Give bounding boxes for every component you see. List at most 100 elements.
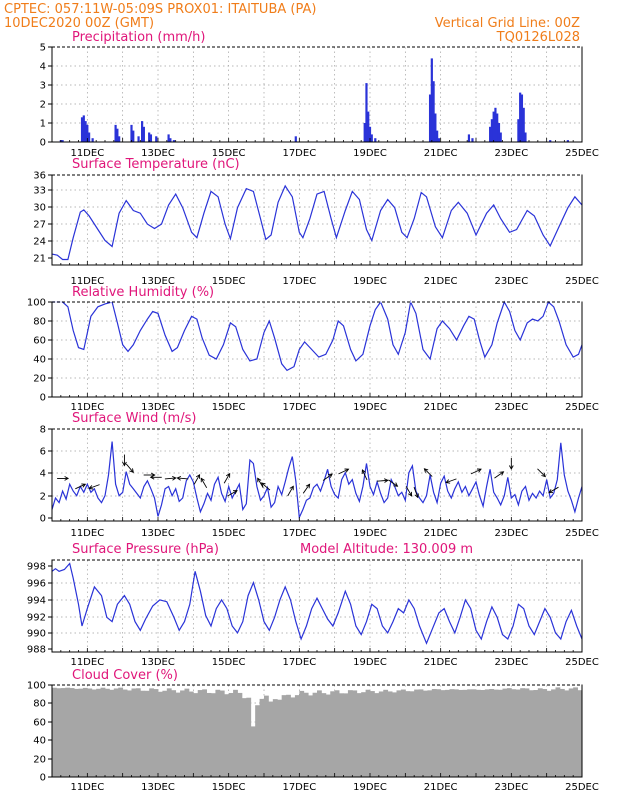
cloud-cover-bar — [361, 692, 366, 777]
surface-pressure-ytick-label: 992 — [27, 613, 46, 624]
wind-arrow-head — [129, 468, 134, 474]
cloud-cover-bar — [149, 688, 154, 777]
precipitation-bar — [492, 111, 495, 142]
surface-temperature-ytick-label: 30 — [33, 203, 46, 214]
cloud-cover-bar — [303, 692, 309, 777]
cloud-cover-bar — [122, 689, 128, 777]
precipitation-bar — [489, 126, 492, 142]
cloud-cover-ytick-label: 0 — [40, 773, 46, 784]
wind-arrow-head — [328, 473, 333, 478]
cloud-cover-bar — [396, 690, 402, 777]
precipitation-bar — [497, 123, 501, 142]
wind-arrow-shaft — [470, 468, 482, 475]
precipitation-bar — [524, 132, 527, 142]
wind-arrow-shaft — [494, 471, 504, 479]
surface-temperature-title: Surface Temperature (nC) — [72, 157, 240, 172]
precipitation-bar — [149, 134, 153, 142]
cloud-cover-bar — [458, 689, 464, 777]
cloud-cover-bar — [52, 687, 57, 777]
cloud-cover-bar — [555, 687, 561, 777]
relative-humidity-date-label: 21DEC — [424, 402, 458, 413]
wind-arrow-head — [176, 475, 182, 481]
precipitation-bar — [172, 140, 175, 142]
wind-arrow — [537, 468, 546, 478]
wind-arrow — [405, 486, 413, 497]
cloud-cover-bar — [144, 690, 150, 777]
cloud-cover-bar — [524, 688, 530, 777]
cloud-cover-bar — [87, 688, 93, 777]
cloud-cover-bar — [166, 688, 172, 777]
wind-arrow-shaft — [424, 468, 433, 477]
wind-arrow-head — [445, 479, 451, 484]
cloud-cover-bar — [237, 692, 243, 777]
cloud-cover-bar — [105, 688, 110, 777]
surface-pressure-date-label: 13DEC — [141, 657, 175, 668]
precipitation-bar — [437, 138, 440, 142]
cloud-cover-bar — [65, 687, 71, 777]
precipitation-bar — [520, 94, 524, 142]
wind-arrow-head — [423, 468, 429, 473]
surface-temperature-date-label: 19DEC — [353, 276, 387, 287]
wind-arrow-shaft — [177, 477, 189, 480]
cloud-cover-bar — [537, 688, 543, 777]
surface-pressure-date-label: 21DEC — [424, 657, 458, 668]
cloud-cover-bar — [175, 692, 181, 777]
cloud-cover-ytick-label: 80 — [33, 699, 46, 710]
precipitation-date-label: 25DEC — [565, 148, 599, 159]
wind-arrow — [413, 486, 419, 499]
cloud-cover-bar — [365, 689, 371, 777]
cloud-cover-bar — [69, 688, 75, 777]
wind-arrow-head — [384, 478, 389, 483]
precipitation-bar — [294, 136, 297, 142]
cloud-cover-bar — [153, 689, 159, 777]
precipitation-bar — [566, 140, 569, 142]
precipitation-bar — [430, 58, 433, 142]
wind-arrow-shaft — [200, 478, 208, 489]
precipitation-bar — [467, 134, 471, 142]
cloud-cover-bar — [312, 692, 318, 777]
wind-arrow-shaft — [405, 486, 413, 497]
relative-humidity-date-label: 15DEC — [212, 402, 246, 413]
cloud-cover-date-label: 25DEC — [565, 782, 599, 793]
surface-wind-date-label: 21DEC — [424, 528, 458, 539]
precipitation-ytick-label: 0 — [40, 138, 46, 149]
wind-arrow-shaft — [322, 473, 333, 481]
precipitation-bar — [517, 119, 520, 142]
cloud-cover-bar — [414, 689, 419, 777]
wind-arrow — [122, 454, 127, 467]
cloud-cover-bar — [56, 688, 62, 777]
surface-pressure-subtitle: Model Altitude: 130.009 m — [300, 542, 473, 557]
cloud-cover-bar — [330, 691, 336, 777]
precipitation-bar — [116, 128, 119, 142]
cloud-cover-bar — [82, 687, 88, 777]
wind-arrow-head — [172, 475, 177, 481]
cloud-cover-bar — [259, 698, 265, 777]
header-model-id: TQ0126L028 — [496, 30, 580, 45]
relative-humidity-date-label: 17DEC — [282, 402, 316, 413]
surface-wind-date-label: 17DEC — [282, 528, 316, 539]
precipitation-bar — [496, 113, 499, 142]
header-run-date: 10DEC2020 00Z (GMT) — [4, 16, 154, 31]
surface-temperature-ytick-label: 24 — [33, 237, 46, 248]
cloud-cover-bar — [188, 691, 194, 777]
wind-arrow-head — [232, 490, 238, 495]
wind-arrow-head — [414, 493, 419, 499]
wind-arrow-shaft — [125, 463, 134, 473]
surface-pressure-ytick-label: 988 — [27, 645, 46, 656]
cloud-cover-bar — [211, 693, 216, 777]
wind-arrow-shaft — [164, 477, 176, 480]
precipitation-bar — [368, 126, 372, 142]
precipitation-bar — [499, 132, 502, 142]
cloud-cover-bar — [480, 689, 486, 777]
cloud-cover-bar — [462, 689, 468, 777]
wind-arrow-head — [393, 482, 399, 487]
surface-wind-ytick-label: 0 — [40, 514, 46, 525]
precipitation-ytick-label: 1 — [40, 119, 46, 130]
cloud-cover-bar — [100, 687, 106, 777]
cloud-cover-bar — [418, 689, 424, 777]
precipitation-date-label: 15DEC — [212, 148, 246, 159]
cloud-cover-panel: 0 20 40 60 80 100 11DEC 13DEC 15DEC 17DEC 19DEC 21D… — [27, 668, 599, 793]
precipitation-ytick-label: 2 — [40, 100, 46, 111]
wind-arrow — [302, 483, 311, 494]
wind-arrow-head — [305, 483, 311, 489]
